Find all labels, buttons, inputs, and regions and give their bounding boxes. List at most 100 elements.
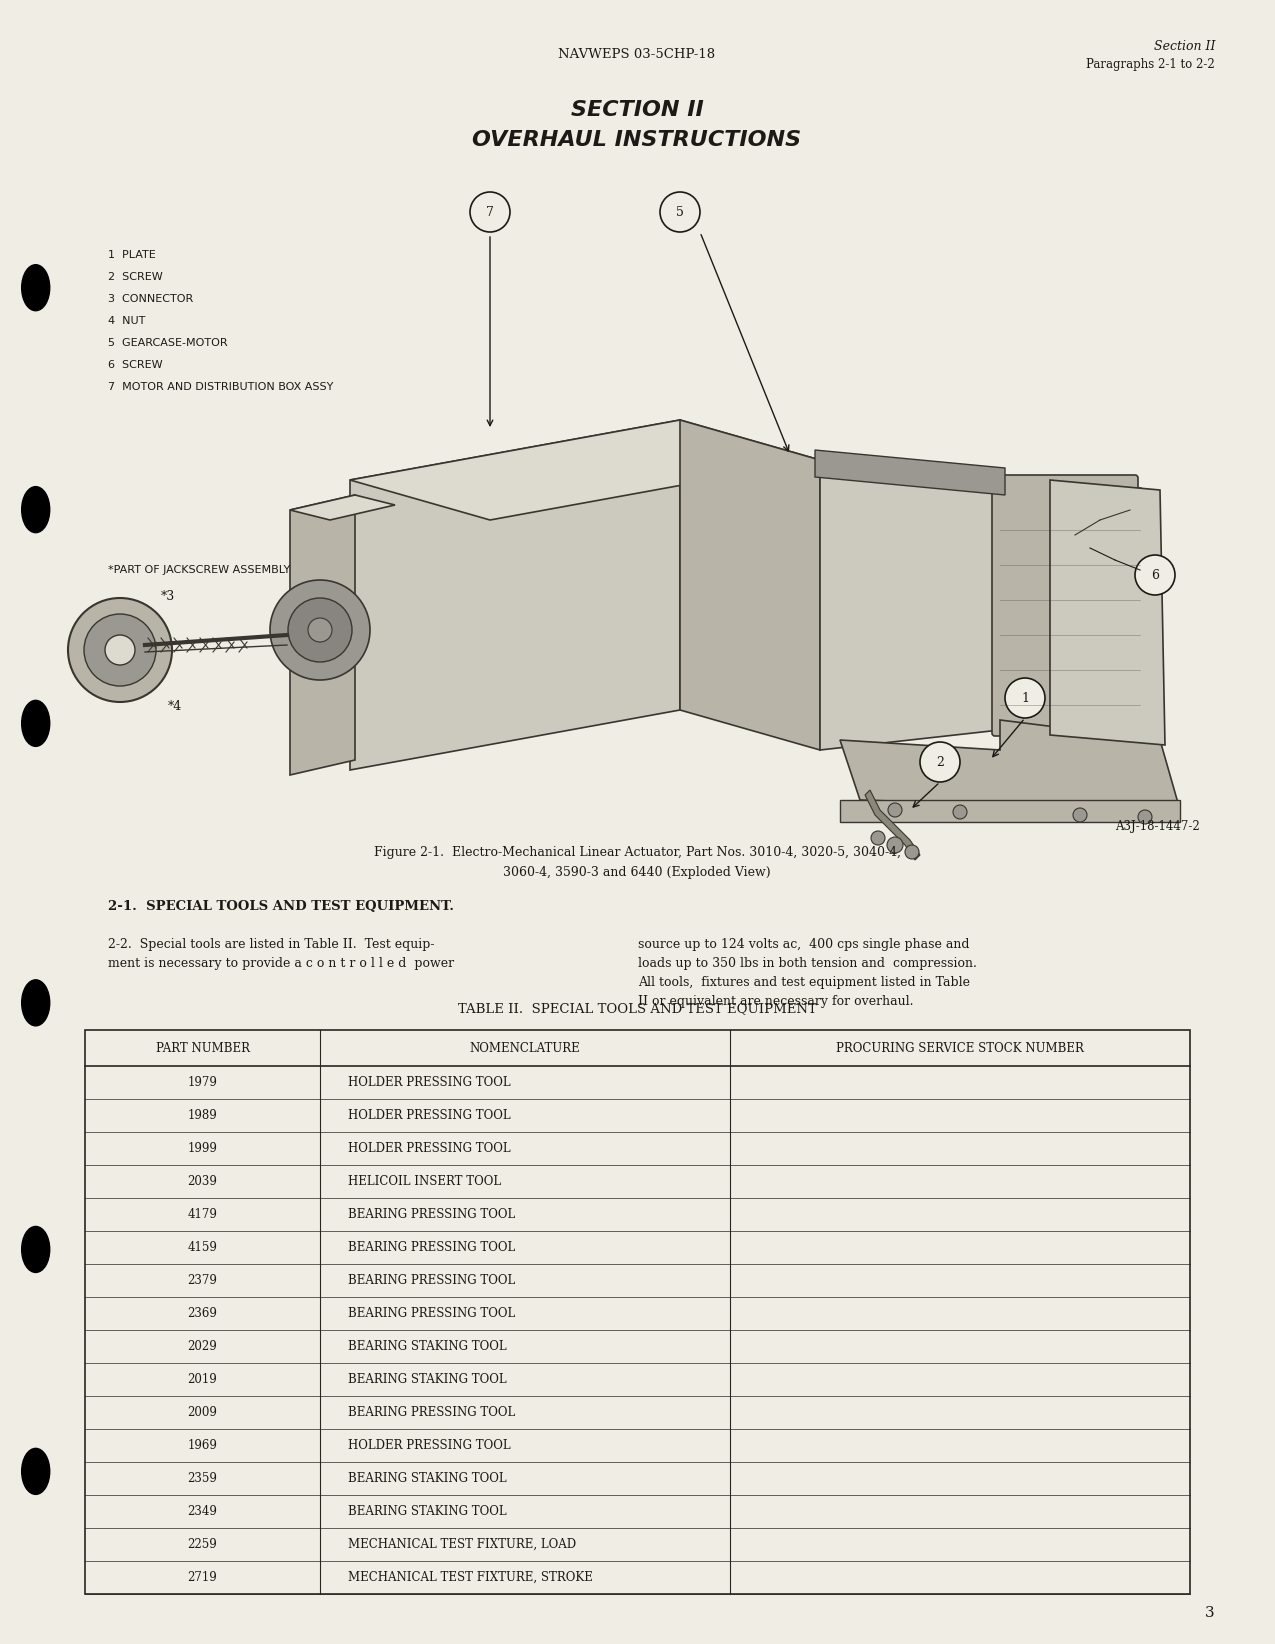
- Circle shape: [1135, 556, 1176, 595]
- Circle shape: [1139, 810, 1153, 824]
- Polygon shape: [680, 419, 820, 750]
- Polygon shape: [815, 450, 1005, 495]
- Text: 3060-4, 3590-3 and 6440 (Exploded View): 3060-4, 3590-3 and 6440 (Exploded View): [504, 866, 771, 880]
- Circle shape: [84, 613, 156, 686]
- Circle shape: [952, 806, 966, 819]
- Circle shape: [871, 830, 885, 845]
- Text: Paragraphs 2-1 to 2-2: Paragraphs 2-1 to 2-2: [1086, 58, 1215, 71]
- Polygon shape: [864, 791, 921, 860]
- Circle shape: [68, 598, 172, 702]
- Circle shape: [105, 635, 135, 666]
- Text: 1989: 1989: [187, 1110, 217, 1121]
- Text: BEARING PRESSING TOOL: BEARING PRESSING TOOL: [348, 1208, 515, 1221]
- Text: 2259: 2259: [187, 1539, 217, 1550]
- Text: PROCURING SERVICE STOCK NUMBER: PROCURING SERVICE STOCK NUMBER: [836, 1042, 1084, 1054]
- Circle shape: [1005, 677, 1046, 718]
- Text: A3J-18-1447-2: A3J-18-1447-2: [1116, 820, 1200, 834]
- Text: 2379: 2379: [187, 1274, 218, 1287]
- Circle shape: [288, 598, 352, 663]
- Text: 5: 5: [676, 206, 683, 219]
- Text: NAVWEPS 03-5CHP-18: NAVWEPS 03-5CHP-18: [558, 48, 715, 61]
- Polygon shape: [1051, 480, 1165, 745]
- Text: OVERHAUL INSTRUCTIONS: OVERHAUL INSTRUCTIONS: [473, 130, 802, 150]
- Text: *4: *4: [168, 700, 182, 713]
- Ellipse shape: [22, 487, 50, 533]
- Text: BEARING PRESSING TOOL: BEARING PRESSING TOOL: [348, 1274, 515, 1287]
- Polygon shape: [289, 495, 395, 520]
- Polygon shape: [840, 720, 1179, 810]
- Text: MECHANICAL TEST FIXTURE, LOAD: MECHANICAL TEST FIXTURE, LOAD: [348, 1539, 576, 1550]
- Bar: [85, 1031, 1190, 1595]
- Text: 3  CONNECTOR: 3 CONNECTOR: [108, 294, 194, 304]
- Text: PART NUMBER: PART NUMBER: [156, 1042, 250, 1054]
- Text: HOLDER PRESSING TOOL: HOLDER PRESSING TOOL: [348, 1438, 510, 1452]
- Circle shape: [470, 192, 510, 232]
- Ellipse shape: [22, 980, 50, 1026]
- Text: Section II: Section II: [1154, 39, 1215, 53]
- Text: BEARING PRESSING TOOL: BEARING PRESSING TOOL: [348, 1307, 515, 1320]
- Text: 2: 2: [936, 756, 944, 768]
- Text: MECHANICAL TEST FIXTURE, STROKE: MECHANICAL TEST FIXTURE, STROKE: [348, 1572, 593, 1585]
- Text: ment is necessary to provide a c o n t r o l l e d  power: ment is necessary to provide a c o n t r…: [108, 957, 454, 970]
- Text: BEARING STAKING TOOL: BEARING STAKING TOOL: [348, 1504, 506, 1517]
- Text: 6: 6: [1151, 569, 1159, 582]
- Text: 1979: 1979: [187, 1077, 218, 1088]
- Text: 7: 7: [486, 206, 493, 219]
- Text: 2-2.  Special tools are listed in Table II.  Test equip-: 2-2. Special tools are listed in Table I…: [108, 939, 435, 950]
- Text: 4  NUT: 4 NUT: [108, 316, 145, 326]
- Text: 5  GEARCASE-MOTOR: 5 GEARCASE-MOTOR: [108, 339, 228, 349]
- FancyBboxPatch shape: [840, 801, 1179, 822]
- Ellipse shape: [22, 1226, 50, 1272]
- Text: 7  MOTOR AND DISTRIBUTION BOX ASSY: 7 MOTOR AND DISTRIBUTION BOX ASSY: [108, 381, 333, 391]
- Text: Figure 2-1.  Electro-Mechanical Linear Actuator, Part Nos. 3010-4, 3020-5, 3040-: Figure 2-1. Electro-Mechanical Linear Ac…: [374, 847, 900, 860]
- Circle shape: [905, 845, 919, 860]
- Text: 2369: 2369: [187, 1307, 218, 1320]
- Text: HOLDER PRESSING TOOL: HOLDER PRESSING TOOL: [348, 1110, 510, 1121]
- Text: 2719: 2719: [187, 1572, 217, 1585]
- Text: 2  SCREW: 2 SCREW: [108, 271, 163, 283]
- Text: All tools,  fixtures and test equipment listed in Table: All tools, fixtures and test equipment l…: [638, 977, 970, 990]
- Text: *PART OF JACKSCREW ASSEMBLY: *PART OF JACKSCREW ASSEMBLY: [108, 566, 291, 575]
- Text: BEARING PRESSING TOOL: BEARING PRESSING TOOL: [348, 1406, 515, 1419]
- Text: 4159: 4159: [187, 1241, 218, 1254]
- Text: 1969: 1969: [187, 1438, 218, 1452]
- Text: HELICOIL INSERT TOOL: HELICOIL INSERT TOOL: [348, 1175, 501, 1189]
- Text: II or equivalent are necessary for overhaul.: II or equivalent are necessary for overh…: [638, 995, 913, 1008]
- Text: 1: 1: [1021, 692, 1029, 705]
- Circle shape: [660, 192, 700, 232]
- Text: 3: 3: [1205, 1606, 1215, 1619]
- Polygon shape: [289, 495, 354, 774]
- Text: 2-1.  SPECIAL TOOLS AND TEST EQUIPMENT.: 2-1. SPECIAL TOOLS AND TEST EQUIPMENT.: [108, 899, 454, 912]
- Text: source up to 124 volts ac,  400 cps single phase and: source up to 124 volts ac, 400 cps singl…: [638, 939, 969, 950]
- Text: 2359: 2359: [187, 1471, 218, 1485]
- Text: SECTION II: SECTION II: [571, 100, 704, 120]
- Text: BEARING STAKING TOOL: BEARING STAKING TOOL: [348, 1373, 506, 1386]
- Circle shape: [1074, 807, 1088, 822]
- Ellipse shape: [22, 265, 50, 311]
- FancyBboxPatch shape: [992, 475, 1139, 737]
- Circle shape: [887, 802, 901, 817]
- Text: HOLDER PRESSING TOOL: HOLDER PRESSING TOOL: [348, 1143, 510, 1156]
- Text: loads up to 350 lbs in both tension and  compression.: loads up to 350 lbs in both tension and …: [638, 957, 977, 970]
- Circle shape: [921, 741, 960, 783]
- Polygon shape: [351, 419, 680, 769]
- Text: 2029: 2029: [187, 1340, 217, 1353]
- Text: BEARING PRESSING TOOL: BEARING PRESSING TOOL: [348, 1241, 515, 1254]
- Text: BEARING STAKING TOOL: BEARING STAKING TOOL: [348, 1471, 506, 1485]
- Circle shape: [309, 618, 332, 643]
- Text: 4179: 4179: [187, 1208, 218, 1221]
- Polygon shape: [351, 419, 820, 520]
- Text: NOMENCLATURE: NOMENCLATURE: [469, 1042, 580, 1054]
- Text: 1  PLATE: 1 PLATE: [108, 250, 156, 260]
- Text: 1999: 1999: [187, 1143, 218, 1156]
- Circle shape: [887, 837, 903, 853]
- Ellipse shape: [22, 700, 50, 746]
- Text: HOLDER PRESSING TOOL: HOLDER PRESSING TOOL: [348, 1077, 510, 1088]
- Ellipse shape: [22, 1448, 50, 1494]
- Text: 6  SCREW: 6 SCREW: [108, 360, 163, 370]
- Ellipse shape: [1122, 488, 1158, 728]
- Text: *3: *3: [161, 590, 175, 603]
- Text: 2009: 2009: [187, 1406, 218, 1419]
- Circle shape: [270, 580, 370, 681]
- Text: 2039: 2039: [187, 1175, 218, 1189]
